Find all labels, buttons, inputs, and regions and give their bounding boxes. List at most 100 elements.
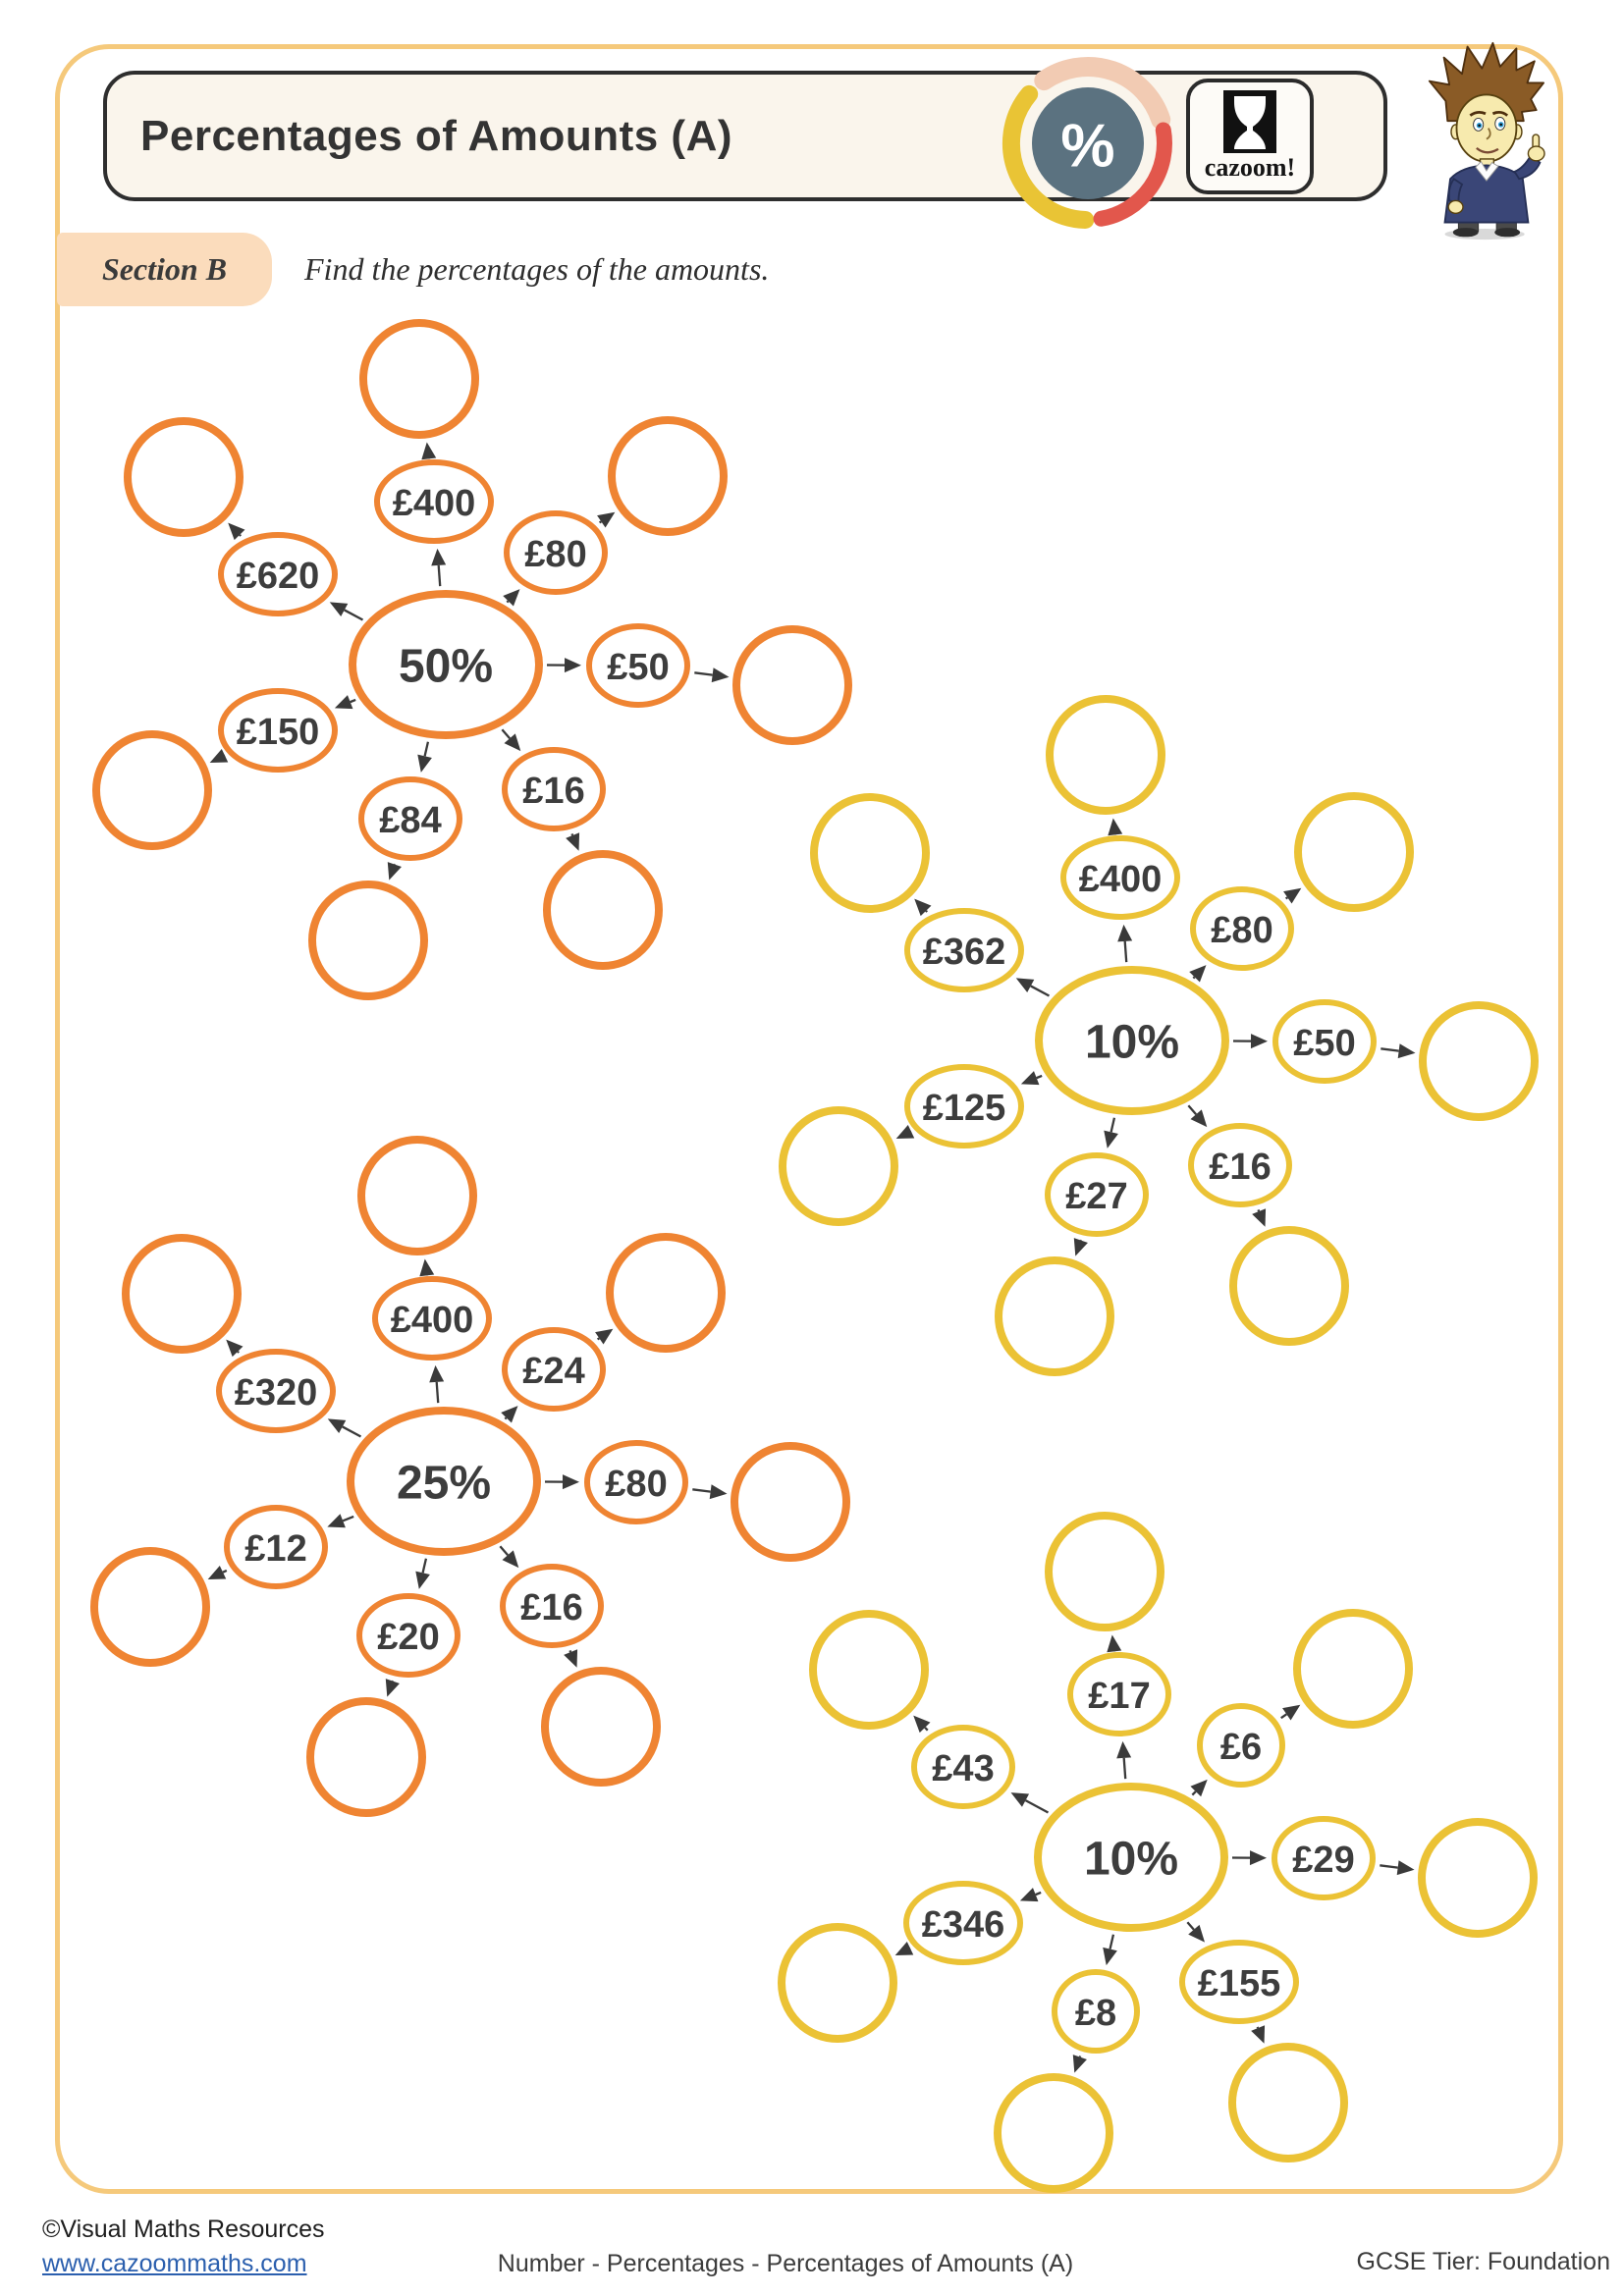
mascot-pupil: [1478, 124, 1481, 128]
website-link[interactable]: www.cazoommaths.com: [42, 2250, 307, 2277]
arrow-head: [385, 1679, 400, 1697]
arrow-line: [222, 1569, 228, 1574]
arrow-head: [1251, 2025, 1266, 2044]
arrow-head: [1020, 1071, 1040, 1086]
amount-label: £400: [391, 1300, 474, 1341]
arrow-line: [1024, 1799, 1050, 1814]
answer-circle: [1294, 792, 1414, 912]
amount-label: £29: [1292, 1840, 1354, 1881]
arrow-line: [1257, 1209, 1261, 1212]
arrow-head: [228, 522, 245, 541]
arrow-head: [417, 754, 432, 773]
amount-label: £16: [1209, 1147, 1271, 1188]
mascot-mouth: [1476, 146, 1499, 154]
answer-circle: [92, 730, 212, 850]
amount-label: £320: [235, 1372, 318, 1414]
amount-node: [356, 1593, 460, 1678]
answer-circle: [90, 1547, 210, 1667]
answer-circle: [543, 850, 663, 970]
arrow-head: [1283, 887, 1302, 904]
answer-circle: [810, 793, 930, 913]
arrow-head: [327, 1514, 346, 1528]
cazoom-logo-text: cazoom!: [1204, 153, 1296, 182]
mascot-fist: [1527, 145, 1545, 162]
arrow-line: [437, 564, 442, 587]
arrow-line: [239, 534, 243, 537]
amount-label: £346: [922, 1904, 1005, 1946]
arrow-head: [334, 695, 353, 710]
amount-node: [224, 1505, 328, 1589]
amount-label: £80: [524, 534, 586, 575]
amount-node: [586, 623, 690, 708]
arrow-head: [415, 1571, 430, 1589]
answer-circle: [1418, 1818, 1538, 1938]
arrow-line: [568, 1650, 572, 1653]
mascot-illustration: [1428, 41, 1545, 240]
arrow-head: [1116, 1740, 1132, 1759]
arrow-head: [709, 1484, 728, 1500]
amount-node: [218, 532, 338, 616]
spider-25-percent: £400 £24 £320 £80 £12 £20 £16 25%: [90, 1136, 850, 1817]
badge-arc-left: [1002, 84, 1095, 229]
arrow-line: [925, 910, 929, 913]
percent-center-label: 25%: [397, 1458, 491, 1510]
amount-label: £24: [522, 1351, 584, 1392]
arrow-line: [1284, 896, 1288, 900]
arrow-head: [1015, 978, 1035, 993]
arrow-line: [506, 600, 510, 604]
amount-label: £150: [237, 712, 320, 753]
amount-node: [1052, 1969, 1140, 2054]
arrow-line: [1123, 940, 1128, 963]
arrow-head: [1073, 1238, 1088, 1256]
arrow-head: [431, 548, 447, 566]
answer-circle: [779, 1106, 898, 1226]
answer-circle: [731, 1442, 850, 1562]
arrow-line: [1110, 1117, 1116, 1133]
arrow-line: [237, 1351, 241, 1354]
answer-circle: [1046, 695, 1165, 815]
arrow-line: [1380, 1047, 1399, 1052]
arrow-head: [387, 862, 402, 881]
percent-center-label: 50%: [399, 641, 493, 693]
arrow-head: [1250, 1034, 1269, 1049]
amount-node: [1060, 835, 1180, 920]
arrow-head: [1107, 1634, 1122, 1653]
amount-label: £620: [237, 556, 320, 597]
mascot-collar: [1475, 160, 1499, 182]
arrow-line: [499, 1545, 510, 1556]
arrow-line: [1187, 1104, 1198, 1115]
amount-node: [374, 459, 494, 544]
section-badge: Section B: [57, 233, 272, 306]
arrow-line: [423, 741, 430, 757]
arrow-line: [1109, 1934, 1115, 1949]
answer-circle: [995, 1256, 1114, 1376]
amount-node: [1067, 1652, 1171, 1736]
percent-center-label: 10%: [1085, 1017, 1179, 1069]
answer-circle: [359, 319, 479, 439]
mascot-eyebrow: [1491, 110, 1509, 117]
arrow-line: [1280, 1713, 1287, 1720]
answer-circle: [124, 417, 244, 537]
hourglass-icon: [1223, 90, 1276, 153]
arrow-head: [566, 832, 580, 851]
amount-node: [502, 1327, 606, 1412]
percent-center-node: [347, 1407, 541, 1556]
answer-circle: [606, 1233, 726, 1353]
section-instruction: Find the percentages of the amounts.: [304, 251, 770, 287]
arrow-head: [913, 1715, 931, 1734]
mascot-shoe: [1494, 228, 1521, 238]
arrow-line: [342, 1425, 362, 1438]
footer-breadcrumb: Number - Percentages - Percentages of Am…: [497, 2250, 1074, 2277]
amount-label: £400: [1079, 859, 1163, 900]
amount-node: [903, 1881, 1023, 1965]
spider-50-percent: £400 £80 £620 £50 £150 £84 £16 50%: [92, 319, 852, 1000]
arrow-head: [1188, 1924, 1206, 1943]
badge-arc-right: [1093, 122, 1172, 227]
arrow-line: [1035, 1891, 1042, 1896]
copyright-text: ©Visual Maths Resources: [42, 2216, 325, 2243]
percent-symbol: %: [1060, 113, 1114, 181]
arrow-line: [1192, 976, 1196, 980]
amount-label: £50: [1293, 1023, 1355, 1064]
arrow-head: [1103, 1947, 1117, 1966]
arrow-head: [1252, 1208, 1267, 1227]
